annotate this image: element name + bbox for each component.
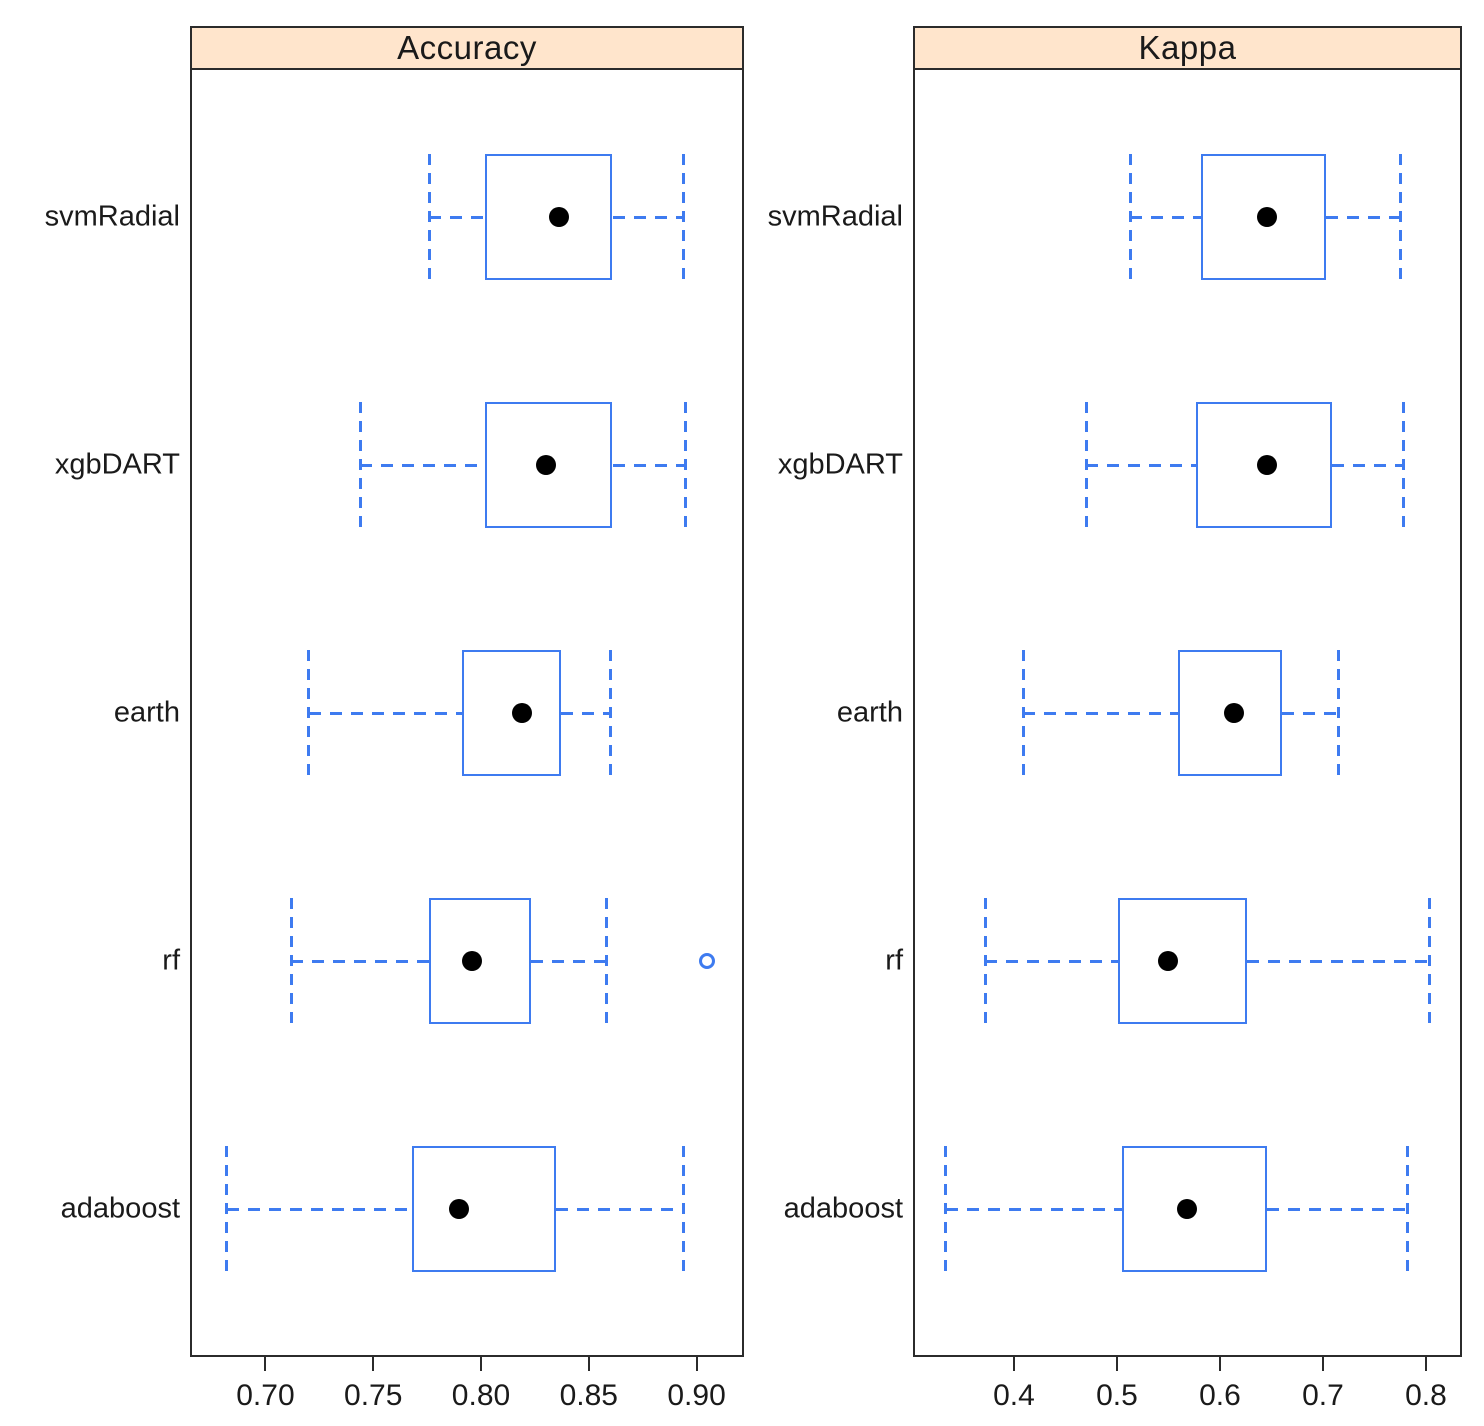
median-dot-xgbDART: [1257, 455, 1278, 475]
whisker-cap: [604, 898, 608, 1024]
whisker-cap: [225, 1146, 229, 1272]
whisker-line: [291, 959, 430, 963]
whisker-line: [308, 711, 462, 715]
xtick-mark: [1218, 1357, 1221, 1371]
accuracy-strip: Accuracy: [192, 28, 742, 70]
xtick-mark: [1012, 1357, 1015, 1371]
xtick-label: 0.8: [1405, 1379, 1447, 1412]
iqr-box-rf: [1117, 898, 1247, 1024]
whisker-line: [1326, 215, 1401, 219]
iqr-box-adaboost: [412, 1146, 557, 1272]
ylabel-xgbDART: xgbDART: [777, 448, 903, 481]
whisker-line: [1130, 215, 1202, 219]
whisker-line: [1332, 463, 1404, 467]
whisker-line: [612, 215, 684, 219]
median-dot-xgbDART: [535, 455, 556, 475]
whisker-cap: [427, 154, 431, 280]
ylabel-svmRadial: svmRadial: [767, 200, 903, 233]
outlier-point-rf: [699, 953, 716, 969]
whisker-cap: [1405, 1146, 1409, 1272]
ylabel-rf: rf: [162, 944, 180, 977]
xtick-mark: [587, 1357, 590, 1371]
whisker-cap: [1398, 154, 1402, 280]
whisker-line: [560, 711, 611, 715]
iqr-box-rf: [429, 898, 531, 1024]
xtick-mark: [480, 1357, 482, 1371]
whisker-cap: [944, 1146, 948, 1272]
kappa-strip: Kappa: [915, 28, 1460, 70]
xtick-label: 0.5: [1096, 1379, 1138, 1412]
median-dot-adaboost: [1176, 1199, 1197, 1219]
whisker-line: [1267, 1207, 1408, 1211]
whisker-line: [429, 215, 486, 219]
xtick-label: 0.75: [344, 1379, 403, 1412]
whisker-line: [945, 1207, 1123, 1211]
xtick-mark: [695, 1357, 698, 1371]
iqr-box-earth: [461, 650, 561, 776]
whisker-line: [360, 463, 486, 467]
whisker-line: [1086, 463, 1197, 467]
xtick-label: 0.90: [667, 1379, 726, 1412]
whisker-cap: [983, 898, 987, 1024]
xtick-label: 0.4: [993, 1379, 1035, 1412]
whisker-cap: [1401, 402, 1405, 528]
whisker-cap: [1427, 898, 1431, 1024]
whisker-cap: [684, 402, 688, 528]
median-dot-rf: [462, 951, 483, 971]
whisker-cap: [608, 650, 612, 776]
whisker-line: [985, 959, 1118, 963]
xtick-mark: [372, 1357, 375, 1371]
xtick-mark: [264, 1357, 267, 1371]
xtick-label: 0.85: [559, 1379, 618, 1412]
whisker-cap: [289, 898, 293, 1024]
whisker-cap: [307, 650, 311, 776]
xtick-mark: [1115, 1357, 1118, 1371]
whisker-line: [226, 1207, 413, 1211]
median-dot-rf: [1158, 951, 1179, 971]
xtick-mark: [1321, 1357, 1324, 1371]
median-dot-svmRadial: [1257, 207, 1278, 227]
whisker-cap: [682, 1146, 686, 1272]
whisker-cap: [1128, 154, 1132, 280]
whisker-line: [1246, 959, 1430, 963]
median-dot-earth: [1224, 703, 1245, 723]
whisker-line: [530, 959, 607, 963]
xtick-label: 0.7: [1302, 1379, 1344, 1412]
ylabel-adaboost: adaboost: [783, 1192, 903, 1225]
ylabel-earth: earth: [836, 696, 903, 729]
xtick-label: 0.80: [451, 1379, 511, 1412]
whisker-cap: [1336, 650, 1340, 776]
whisker-line: [1023, 711, 1178, 715]
whisker-cap: [1021, 650, 1025, 776]
median-dot-svmRadial: [548, 207, 569, 227]
ylabel-adaboost: adaboost: [60, 1192, 180, 1225]
xtick-mark: [1424, 1357, 1427, 1371]
whisker-cap: [1084, 402, 1088, 528]
median-dot-earth: [511, 703, 532, 723]
accuracy-strip-title: Accuracy: [397, 29, 537, 66]
kappa-strip-title: Kappa: [1138, 29, 1237, 66]
xtick-label: 0.6: [1199, 1379, 1241, 1412]
ylabel-xgbDART: xgbDART: [54, 448, 180, 481]
whisker-line: [612, 463, 686, 467]
whisker-line: [556, 1207, 684, 1211]
whisker-line: [1281, 711, 1339, 715]
whisker-cap: [358, 402, 362, 528]
ylabel-rf: rf: [885, 944, 903, 977]
whisker-cap: [682, 154, 686, 280]
ylabel-earth: earth: [113, 696, 180, 729]
xtick-label: 0.70: [236, 1379, 295, 1412]
ylabel-svmRadial: svmRadial: [44, 200, 180, 233]
median-dot-adaboost: [449, 1199, 470, 1219]
